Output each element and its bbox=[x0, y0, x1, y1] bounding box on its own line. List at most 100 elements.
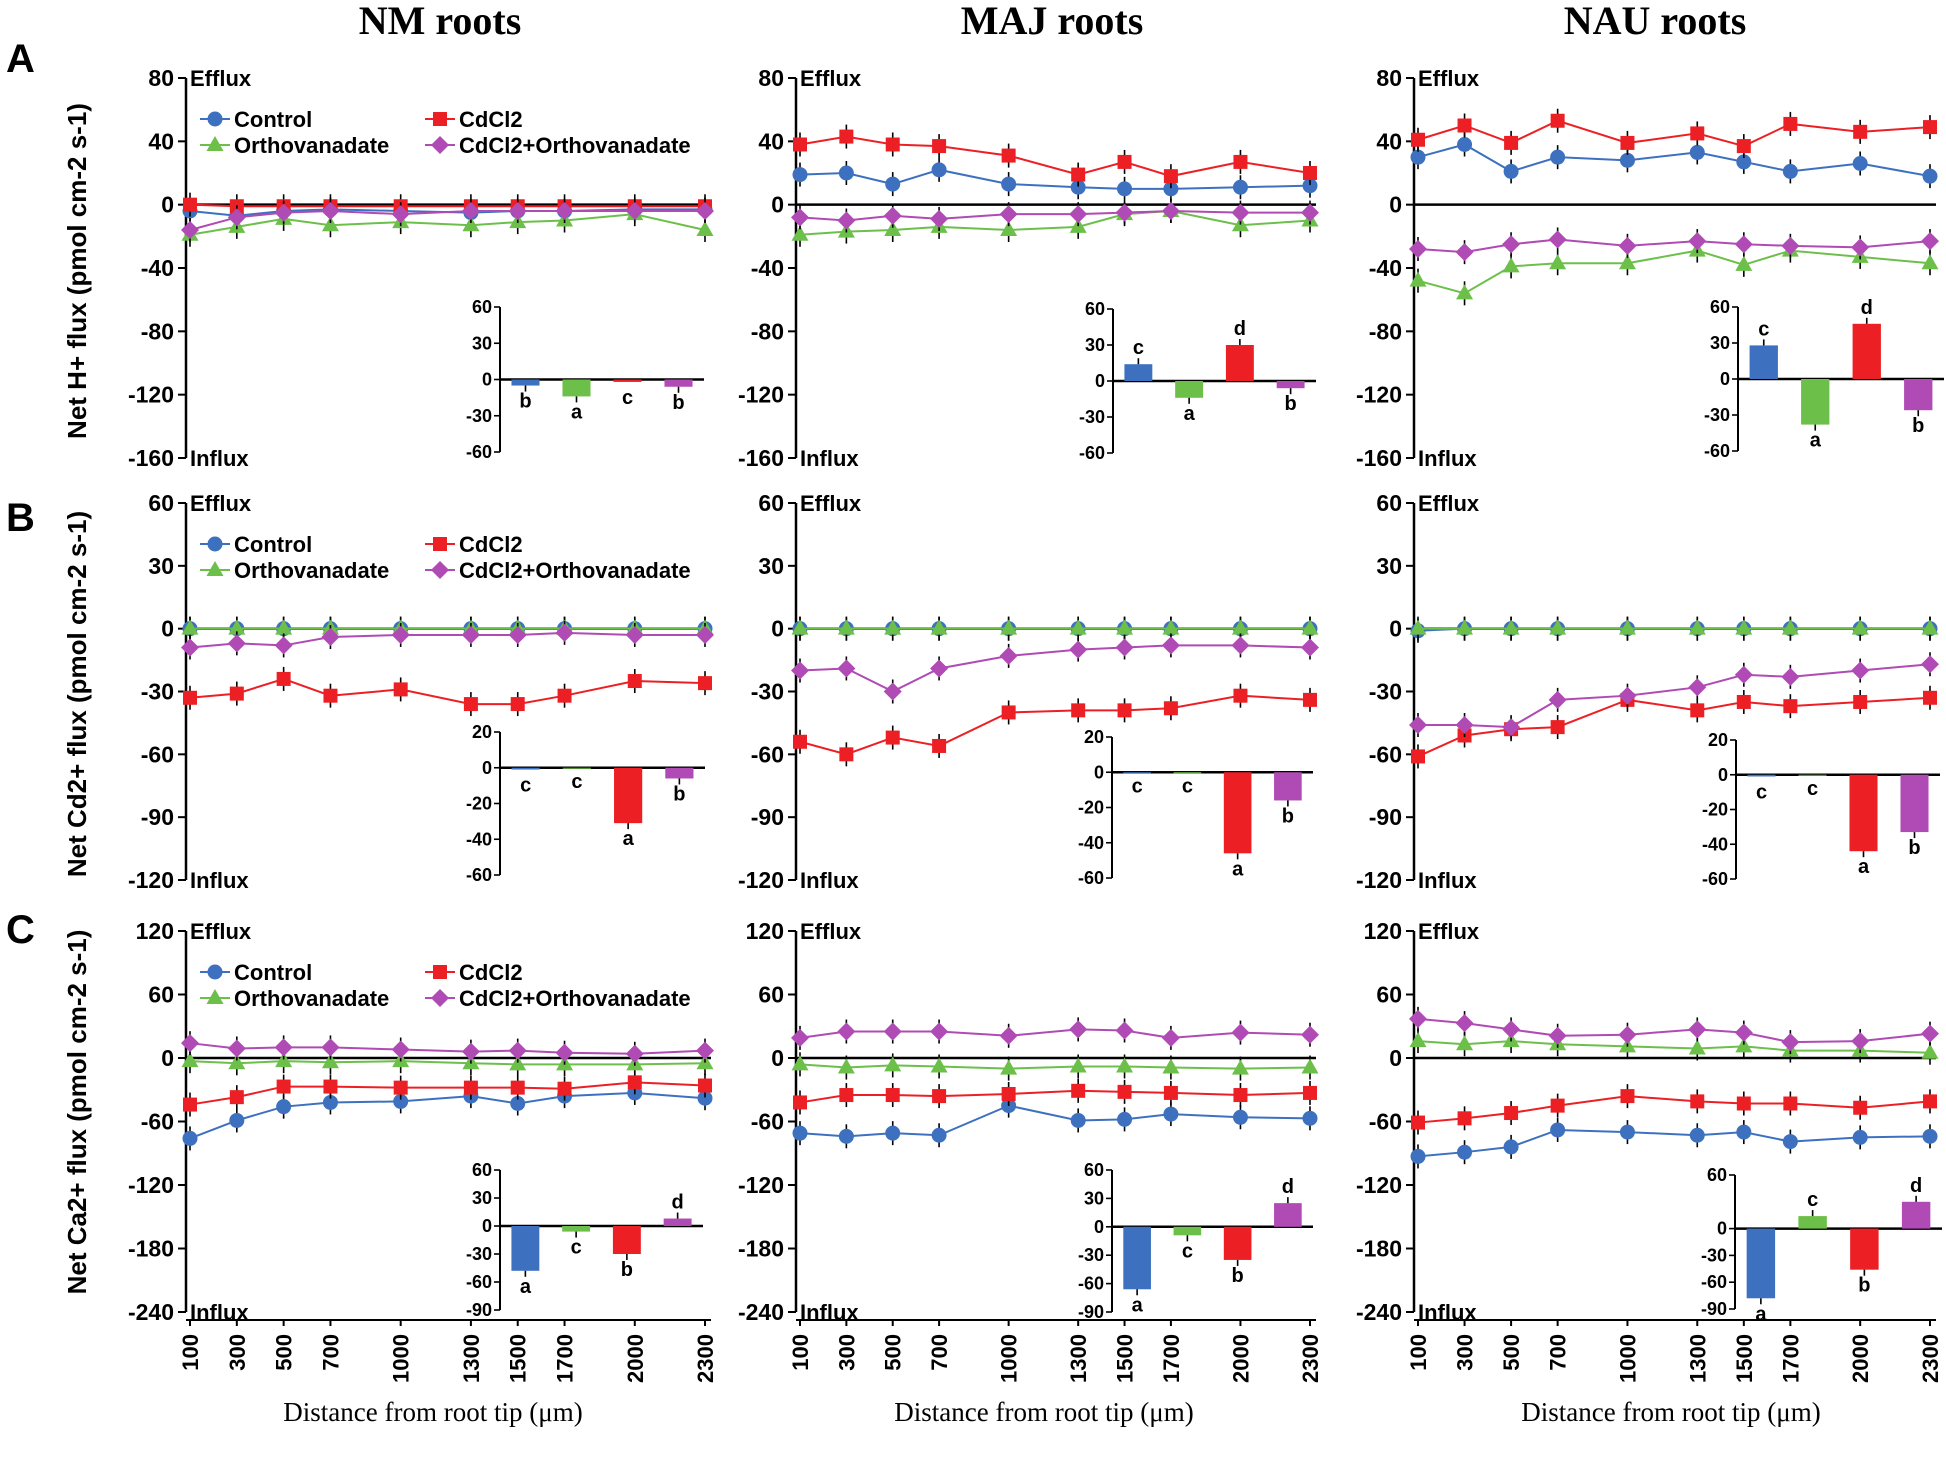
legend-label: CdCl2 bbox=[459, 960, 523, 985]
x-tick-label: 1300 bbox=[1685, 1334, 1710, 1383]
orthovanadate-marker bbox=[462, 216, 480, 232]
y-tick-label: 0 bbox=[1389, 616, 1402, 642]
significance-letter: a bbox=[1810, 430, 1822, 452]
cdcl2-marker bbox=[1853, 694, 1868, 709]
inset-y-tick-label: 30 bbox=[472, 1188, 492, 1208]
control-marker bbox=[1302, 178, 1318, 194]
x-tick-label: 1700 bbox=[553, 1334, 578, 1383]
row-labels: A B C bbox=[6, 37, 35, 952]
orthovanadate-marker bbox=[837, 1058, 855, 1074]
y-axis-labels: Net H+ flux (pmol cm-2 s-1) Net Cd2+ flu… bbox=[62, 103, 92, 1294]
inset-y-tick-label: 30 bbox=[1085, 335, 1105, 355]
combo-marker bbox=[1301, 638, 1319, 657]
inset-bar bbox=[1223, 1226, 1252, 1260]
series-line bbox=[1417, 1095, 1931, 1124]
cdcl2-marker bbox=[1233, 154, 1248, 169]
orthovanadate-marker bbox=[1409, 1032, 1427, 1048]
control-marker bbox=[276, 1099, 292, 1115]
orthovanadate-marker bbox=[206, 989, 224, 1004]
y-tick-label: -180 bbox=[738, 1236, 784, 1262]
cdcl2-marker bbox=[183, 690, 197, 705]
combo-marker bbox=[431, 989, 449, 1007]
cdcl2-marker bbox=[433, 965, 447, 979]
orthovanadate-marker bbox=[791, 619, 809, 635]
orthovanadate-marker bbox=[1618, 619, 1636, 635]
orthovanadate-marker bbox=[884, 1056, 902, 1072]
inset-bar bbox=[1223, 772, 1252, 854]
inset-y-tick-label: -30 bbox=[1701, 1245, 1727, 1265]
inset-y-tick-label: 60 bbox=[472, 1160, 492, 1180]
control-marker bbox=[1503, 1139, 1519, 1155]
combo-marker bbox=[181, 221, 199, 239]
inset-bar bbox=[613, 379, 642, 382]
inset-y-tick-label: -60 bbox=[1078, 1274, 1104, 1294]
inset-y-tick-label: -30 bbox=[1704, 405, 1730, 425]
cdcl2-marker bbox=[1504, 1106, 1519, 1121]
significance-letter: c bbox=[571, 1237, 582, 1259]
combo-marker bbox=[181, 638, 199, 657]
inset-bar bbox=[511, 1226, 540, 1271]
orthovanadate-marker bbox=[1921, 254, 1939, 270]
line-chart-panel: 80 40 0 -40 -80 -120 -160 Efflux Influx Control Cd… bbox=[128, 65, 714, 471]
inset-bar bbox=[511, 379, 540, 386]
inset-y-tick-label: -60 bbox=[1079, 443, 1105, 463]
cdcl2-marker bbox=[932, 738, 947, 753]
inset-y-tick-label: -90 bbox=[466, 1300, 492, 1320]
orthovanadate-marker bbox=[884, 619, 902, 635]
inset-y-tick-label: 0 bbox=[1095, 371, 1105, 391]
orthovanadate-marker bbox=[321, 1053, 339, 1069]
inset-bar bbox=[1849, 774, 1878, 852]
y-tick-label: 60 bbox=[758, 982, 784, 1008]
combo-marker bbox=[431, 136, 449, 154]
inset-y-tick-label: 0 bbox=[1094, 1217, 1104, 1237]
x-tick-label: 700 bbox=[1546, 1334, 1571, 1371]
orthovanadate-marker bbox=[1618, 254, 1636, 270]
control-marker bbox=[1782, 1134, 1798, 1150]
y-tick-label: 60 bbox=[1376, 490, 1402, 516]
control-marker bbox=[182, 1130, 198, 1146]
orthovanadate-marker bbox=[1231, 619, 1249, 635]
y-tick-label: -120 bbox=[128, 867, 174, 893]
x-tick-label: 1500 bbox=[1732, 1334, 1757, 1383]
combo-marker bbox=[837, 1022, 856, 1041]
significance-letter: d bbox=[672, 1192, 684, 1214]
y-tick-label: -160 bbox=[738, 445, 784, 471]
x-tick-label: 500 bbox=[881, 1334, 906, 1371]
y-tick-label: 0 bbox=[161, 616, 174, 642]
inset-y-tick-label: -30 bbox=[1079, 407, 1105, 427]
series-line bbox=[189, 213, 706, 236]
significance-letter: b bbox=[673, 783, 685, 805]
control-marker bbox=[1852, 156, 1868, 171]
row-label: C bbox=[6, 908, 35, 952]
cdcl2-marker bbox=[1163, 701, 1178, 716]
cdcl2-marker bbox=[793, 1095, 807, 1110]
combo-marker bbox=[791, 1028, 809, 1047]
orthovanadate-marker bbox=[696, 221, 714, 236]
y-tick-label: 120 bbox=[1364, 918, 1402, 944]
x-tick-label: 300 bbox=[1453, 1334, 1478, 1371]
inset-bar bbox=[1124, 364, 1153, 381]
inset-y-tick-label: 60 bbox=[472, 297, 492, 317]
cdcl2-marker bbox=[1411, 749, 1425, 764]
significance-letter: b bbox=[1858, 1275, 1870, 1297]
cdcl2-marker bbox=[1071, 703, 1086, 718]
combo-marker bbox=[1231, 203, 1250, 222]
orthovanadate-marker bbox=[1735, 255, 1753, 271]
inset-bar-chart: 20 0 -20 -40 -60 c c a b bbox=[1702, 730, 1940, 889]
series-line bbox=[799, 694, 1311, 756]
combo-marker bbox=[1115, 1021, 1134, 1040]
series-line bbox=[189, 209, 705, 231]
significance-letter: c bbox=[1182, 775, 1193, 797]
series-line bbox=[799, 1089, 1311, 1104]
inset-y-tick-label: -60 bbox=[1078, 868, 1104, 888]
inset-y-tick-label: -40 bbox=[1702, 834, 1728, 854]
control-marker bbox=[1736, 1124, 1752, 1140]
y-tick-label: -120 bbox=[738, 867, 784, 893]
combo-marker bbox=[1734, 235, 1753, 254]
combo-marker bbox=[1115, 638, 1134, 657]
y-axis-label: Net H+ flux (pmol cm-2 s-1) bbox=[62, 103, 92, 439]
combo-marker bbox=[274, 1038, 293, 1057]
control-marker bbox=[1070, 179, 1086, 195]
combo-marker bbox=[625, 625, 644, 644]
